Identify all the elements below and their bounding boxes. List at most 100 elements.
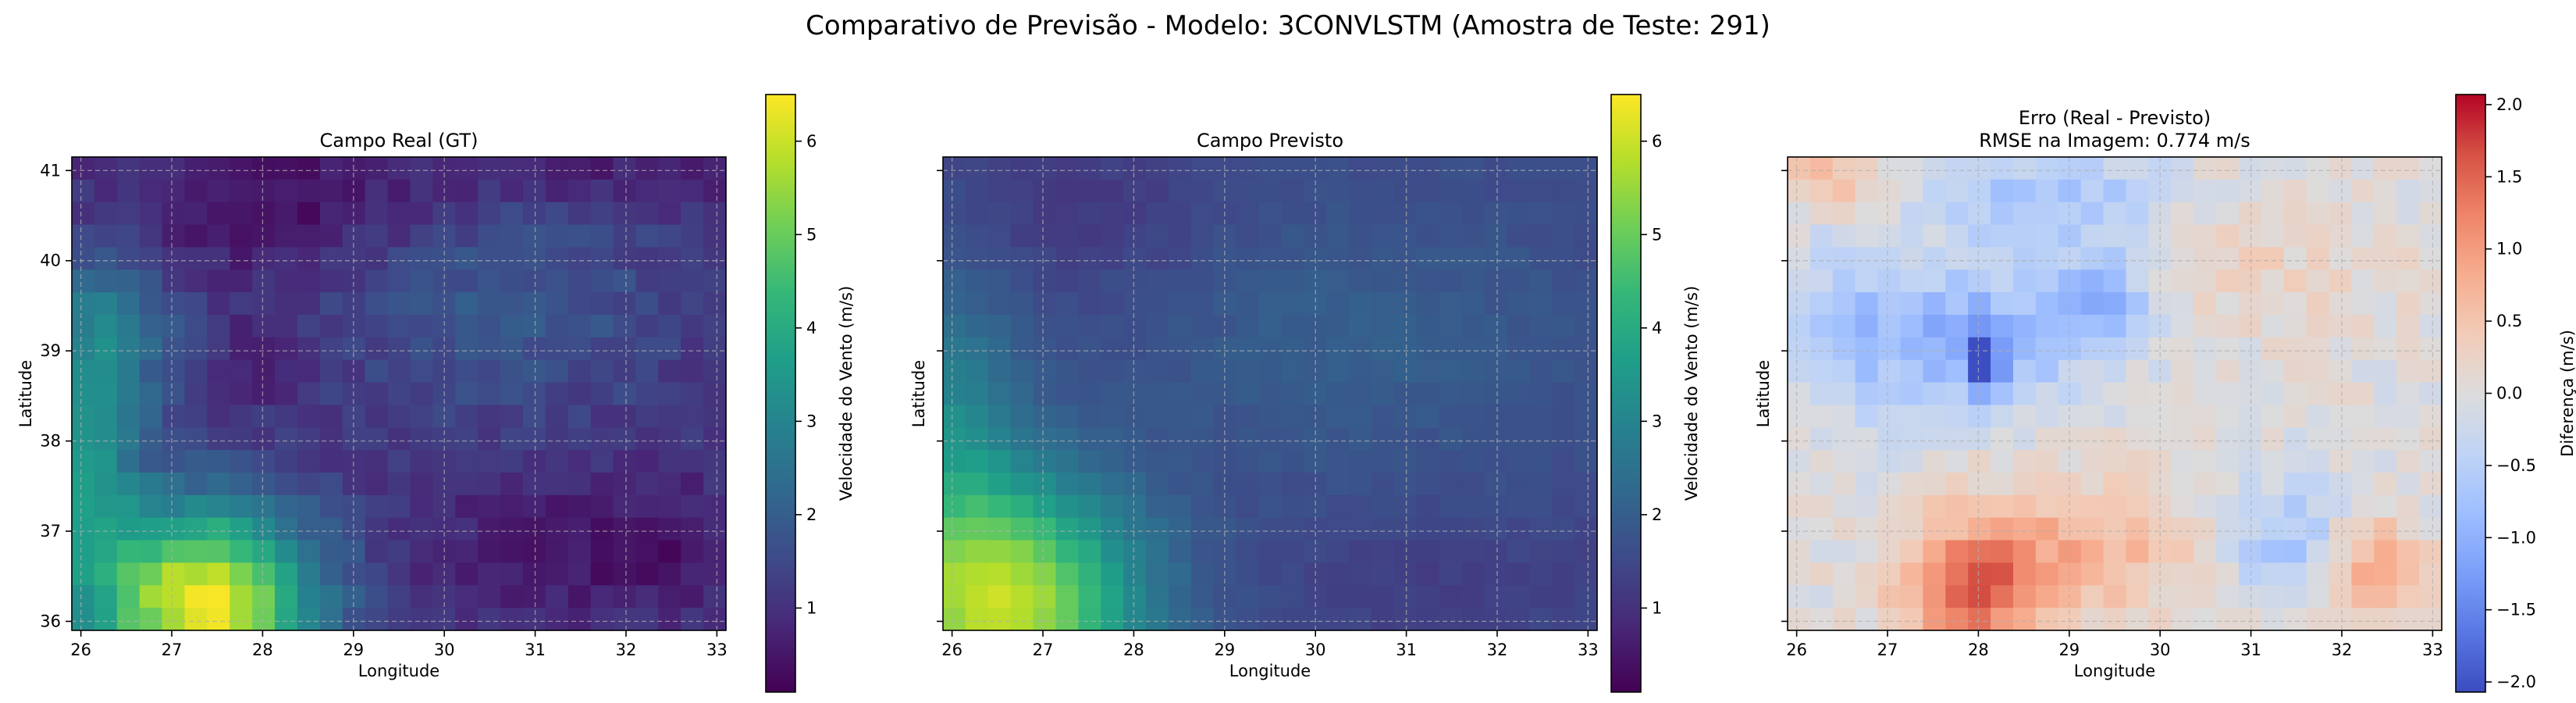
heatmap-cell xyxy=(184,427,208,451)
heatmap-cell xyxy=(2374,157,2397,180)
heatmap-cell xyxy=(455,202,479,226)
heatmap-cell xyxy=(342,202,366,226)
heatmap-cell xyxy=(2306,540,2330,564)
heatmap-cell xyxy=(1372,179,1395,203)
heatmap-cell xyxy=(1484,247,1508,270)
heatmap-cell xyxy=(2419,540,2443,564)
heatmap-cell xyxy=(590,224,614,248)
heatmap-cell xyxy=(1146,494,1169,519)
heatmap-cell xyxy=(1393,517,1418,541)
heatmap-cell xyxy=(2058,179,2082,203)
heatmap-cell xyxy=(116,247,141,270)
heatmap-cell xyxy=(681,337,704,361)
heatmap-cell xyxy=(2126,585,2149,608)
heatmap-cell xyxy=(2194,337,2217,361)
heatmap-cell xyxy=(1968,157,1991,180)
heatmap-cell xyxy=(613,157,637,180)
heatmap-cell xyxy=(94,315,118,338)
heatmap-cell xyxy=(1991,450,2014,473)
heatmap-cell xyxy=(2012,292,2037,316)
heatmap-cell xyxy=(1416,202,1440,226)
heatmap-cell xyxy=(2238,292,2262,316)
heatmap-cell xyxy=(1123,315,1147,338)
heatmap-cell xyxy=(2396,247,2420,270)
heatmap-cell xyxy=(1900,427,1923,451)
heatmap-cell xyxy=(1855,315,1879,338)
heatmap-cell xyxy=(545,337,569,361)
heatmap-cell xyxy=(2035,359,2059,384)
heatmap-cell xyxy=(2396,382,2420,406)
heatmap-cell xyxy=(2419,473,2443,496)
heatmap-cell xyxy=(184,202,208,226)
colorbar-tick-label: 2 xyxy=(1652,505,1662,524)
chart-title: Campo Real (GT) xyxy=(320,130,479,152)
heatmap-cell xyxy=(1484,473,1508,496)
heatmap-cell xyxy=(2419,224,2443,248)
heatmap-cell xyxy=(1439,337,1463,361)
heatmap-cell xyxy=(297,494,321,519)
heatmap-cell xyxy=(2058,405,2082,428)
heatmap-cell xyxy=(703,269,727,293)
heatmap-cell xyxy=(162,585,186,608)
x-tick-label: 33 xyxy=(1578,641,1599,659)
heatmap-cell xyxy=(1123,494,1147,519)
heatmap-cell xyxy=(275,202,298,226)
heatmap-cell xyxy=(1552,540,1575,564)
heatmap-cell xyxy=(522,427,546,451)
heatmap-cell xyxy=(2419,292,2443,316)
heatmap-cell xyxy=(319,337,343,361)
heatmap-cell xyxy=(207,157,230,180)
heatmap-cell xyxy=(2351,405,2375,428)
heatmap-cell xyxy=(2058,315,2082,338)
heatmap-cell xyxy=(1281,315,1304,338)
heatmap-cell xyxy=(1574,608,1598,631)
heatmap-cell xyxy=(2261,585,2285,608)
heatmap-cell xyxy=(2058,427,2082,451)
heatmap-cell xyxy=(1101,179,1124,203)
heatmap-cell xyxy=(1033,269,1057,293)
heatmap-cell xyxy=(1484,179,1508,203)
x-tick-label: 29 xyxy=(2058,641,2080,659)
heatmap-cell xyxy=(342,292,366,316)
heatmap-cell xyxy=(590,450,614,473)
heatmap-cell xyxy=(1461,202,1485,226)
heatmap-cell xyxy=(2216,427,2240,451)
heatmap-cell xyxy=(2171,562,2194,586)
heatmap-cell xyxy=(1168,292,1192,316)
heatmap-cell xyxy=(2351,179,2375,203)
heatmap-cell xyxy=(72,450,95,473)
heatmap-cell xyxy=(229,517,253,541)
heatmap-cell xyxy=(1529,359,1553,384)
heatmap-cell xyxy=(2283,359,2307,384)
heatmap-cell xyxy=(139,315,163,338)
heatmap-cell xyxy=(2058,494,2082,519)
heatmap-cell xyxy=(635,315,659,338)
heatmap-cell xyxy=(1078,337,1101,361)
heatmap-cell xyxy=(2012,450,2037,473)
heatmap-cell xyxy=(635,562,659,586)
heatmap-cell xyxy=(681,494,704,519)
heatmap-cell xyxy=(1236,540,1260,564)
heatmap-cell xyxy=(2419,269,2443,293)
heatmap-cell xyxy=(365,450,389,473)
heatmap-cell xyxy=(2194,585,2217,608)
heatmap-cell xyxy=(2171,224,2194,248)
colorbar-tick-label: 1.5 xyxy=(2496,167,2522,186)
heatmap-cell xyxy=(184,269,208,293)
heatmap-cell xyxy=(72,202,95,226)
heatmap-cell xyxy=(1991,427,2014,451)
heatmap-cell xyxy=(1416,359,1440,384)
colorbar-tick-label: 1 xyxy=(806,598,817,617)
heatmap-cell xyxy=(229,337,253,361)
heatmap-cell xyxy=(162,247,186,270)
heatmap-cell xyxy=(1416,382,1440,406)
heatmap-cell xyxy=(2012,585,2037,608)
heatmap-cell xyxy=(410,494,433,519)
heatmap-cell xyxy=(1213,427,1237,451)
heatmap-cell xyxy=(1326,292,1350,316)
heatmap-cell xyxy=(342,382,366,406)
heatmap-cell xyxy=(2329,473,2353,496)
heatmap-cell xyxy=(2238,494,2262,519)
